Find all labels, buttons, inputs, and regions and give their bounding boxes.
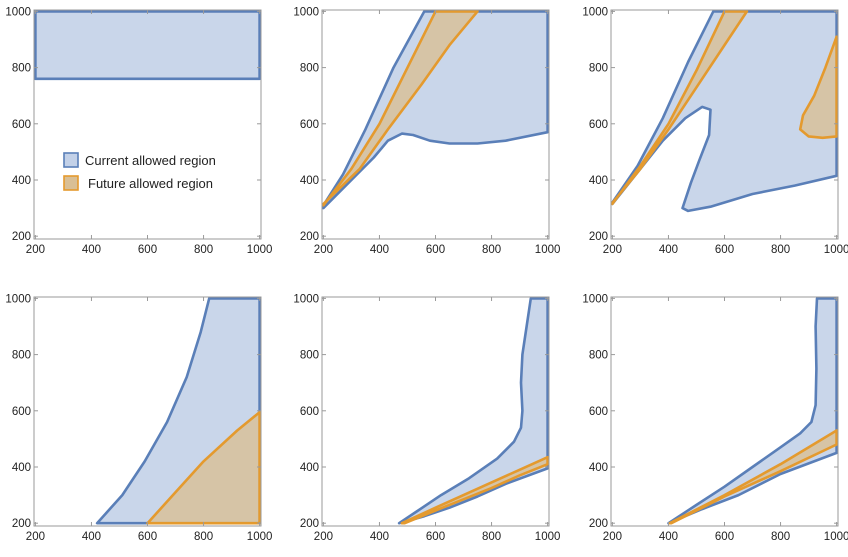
panel-1: 200 400 600 800 1000 200 400 600 800 1000 Current … <box>5 6 272 256</box>
y-tick-label: 200 <box>300 518 319 530</box>
y-tick-label: 200 <box>12 518 31 530</box>
x-tick-label: 200 <box>603 244 622 256</box>
y-tick-label: 1000 <box>5 293 31 305</box>
x-tick-label: 600 <box>138 244 157 256</box>
x-tick-label: 400 <box>370 244 389 256</box>
y-tick-label: 200 <box>300 231 319 243</box>
y-tick-label: 600 <box>12 119 31 131</box>
future-region <box>798 35 838 140</box>
x-tick-label: 200 <box>314 531 333 543</box>
x-tick-label: 400 <box>370 531 389 543</box>
x-tick-label: 400 <box>82 244 101 256</box>
y-tick-label: 600 <box>12 406 31 418</box>
x-tick-label: 200 <box>314 244 333 256</box>
y-tick-label: 800 <box>589 63 608 75</box>
y-tick-label: 1000 <box>293 6 319 18</box>
x-tick-label: 1000 <box>824 244 848 256</box>
x-tick-label: 200 <box>26 244 45 256</box>
current-region <box>34 10 261 81</box>
x-tick-label: 400 <box>659 244 678 256</box>
x-tick-label: 400 <box>659 531 678 543</box>
x-tick-label: 200 <box>26 531 45 543</box>
x-tick-label: 600 <box>715 531 734 543</box>
y-tick-label: 800 <box>300 350 319 362</box>
y-tick-label: 1000 <box>582 6 608 18</box>
legend-label-current: Current allowed region <box>85 153 216 168</box>
panel-3: 200 400 600 800 1000 200 400 600 800 1000 <box>582 6 848 256</box>
panel-5-regions <box>397 297 549 525</box>
x-tick-label: 200 <box>603 531 622 543</box>
future-region <box>611 10 749 206</box>
panel-1-regions <box>34 10 261 81</box>
panel-2-regions <box>322 10 549 210</box>
panel-4: 200 400 600 800 1000 200 400 600 800 1000 <box>5 293 272 543</box>
x-tick-label: 600 <box>138 531 157 543</box>
x-tick-label: 800 <box>194 244 213 256</box>
panel-6: 200 400 600 800 1000 200 400 600 800 1000 <box>582 293 848 543</box>
x-tick-label: 1000 <box>535 244 561 256</box>
x-tick-label: 1000 <box>247 244 273 256</box>
y-tick-label: 800 <box>589 350 608 362</box>
x-tick-label: 600 <box>426 531 445 543</box>
y-tick-label: 400 <box>300 175 319 187</box>
y-tick-label: 200 <box>589 518 608 530</box>
y-tick-label: 1000 <box>5 6 31 18</box>
y-tick-label: 400 <box>12 175 31 187</box>
y-tick-label: 400 <box>589 175 608 187</box>
future-region <box>400 455 549 525</box>
y-tick-label: 800 <box>12 63 31 75</box>
plot-frame <box>321 296 550 527</box>
y-tick-label: 600 <box>300 119 319 131</box>
y-tick-label: 800 <box>12 350 31 362</box>
x-tick-label: 800 <box>482 531 501 543</box>
y-tick-label: 400 <box>589 462 608 474</box>
y-tick-label: 800 <box>300 63 319 75</box>
x-tick-label: 400 <box>82 531 101 543</box>
x-tick-label: 600 <box>715 244 734 256</box>
legend-label-future: Future allowed region <box>88 176 213 191</box>
y-tick-label: 400 <box>12 462 31 474</box>
panel-2: 200 400 600 800 1000 200 400 600 800 1000 <box>293 6 560 256</box>
legend-swatch-future <box>63 175 79 191</box>
y-tick-label: 1000 <box>582 293 608 305</box>
future-region <box>322 10 479 207</box>
y-tick-label: 200 <box>12 231 31 243</box>
y-tick-label: 600 <box>300 406 319 418</box>
current-region <box>397 297 549 525</box>
panel-5: 200 400 600 800 1000 200 400 600 800 1000 <box>293 293 560 543</box>
x-tick-label: 800 <box>771 531 790 543</box>
panel-3-regions <box>611 10 838 213</box>
x-tick-label: 800 <box>771 244 790 256</box>
y-tick-label: 400 <box>300 462 319 474</box>
x-tick-label: 1000 <box>824 531 848 543</box>
current-region <box>667 297 838 525</box>
x-tick-label: 800 <box>482 244 501 256</box>
panel-4-regions <box>95 297 261 525</box>
y-tick-label: 600 <box>589 406 608 418</box>
current-region <box>611 10 838 213</box>
x-tick-label: 600 <box>426 244 445 256</box>
y-tick-label: 600 <box>589 119 608 131</box>
legend: Current allowed region Future allowed reg… <box>63 152 216 191</box>
y-tick-label: 200 <box>589 231 608 243</box>
x-tick-label: 800 <box>194 531 213 543</box>
x-tick-label: 1000 <box>535 531 561 543</box>
panel-6-regions <box>667 297 838 525</box>
x-tick-label: 1000 <box>247 531 273 543</box>
future-region <box>668 429 838 525</box>
current-region <box>322 10 549 210</box>
legend-swatch-current <box>63 152 79 168</box>
y-tick-label: 1000 <box>293 293 319 305</box>
